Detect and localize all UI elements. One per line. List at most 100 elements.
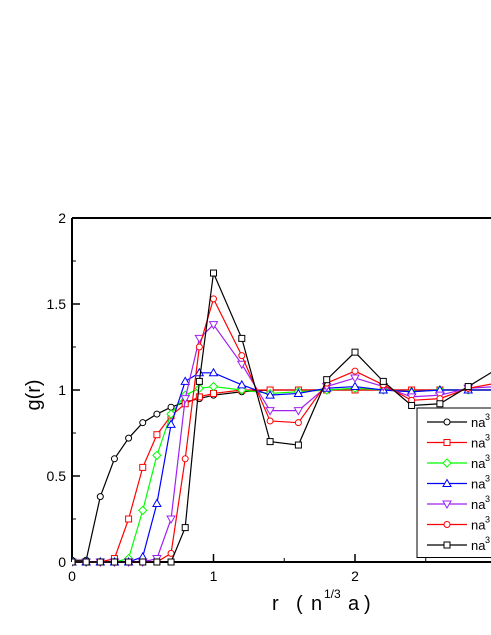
series-layer: [72, 269, 491, 568]
data-point: [238, 352, 246, 360]
x-axis-label-sup: 1/3: [324, 587, 341, 601]
legend-label: na: [471, 518, 486, 533]
legend-marker: [443, 418, 451, 426]
legend-label: na: [471, 436, 486, 451]
data-point: [265, 407, 275, 416]
data-point: [408, 401, 416, 409]
data-point: [350, 374, 360, 383]
data-point: [167, 558, 175, 566]
data-point: [139, 419, 147, 427]
data-point: [265, 390, 275, 399]
data-point: [294, 419, 302, 427]
data-point: [194, 383, 205, 393]
legend-label-sup: 3: [485, 453, 490, 463]
legend-label-sup: 3: [485, 433, 490, 443]
legend-label: na: [471, 497, 486, 512]
data-point: [208, 381, 219, 392]
data-point: [152, 450, 162, 461]
legend-entry: na 3: [427, 515, 490, 533]
data-point: [138, 505, 148, 516]
data-point: [181, 524, 189, 532]
legend-box: [416, 407, 491, 558]
legend-entry: na 3: [427, 412, 490, 430]
data-point: [166, 419, 176, 428]
data-point: [195, 393, 203, 401]
data-point: [82, 558, 90, 566]
legend-entry: na 3: [427, 453, 490, 471]
data-point: [167, 403, 175, 411]
legend-entry: na 3: [427, 535, 490, 553]
data-point: [210, 295, 217, 303]
x-axis-label: r ( n 1/3 a ): [272, 587, 371, 615]
data-point: [195, 343, 203, 351]
data-point: [166, 409, 176, 419]
data-point: [464, 383, 472, 391]
data-point: [194, 367, 205, 377]
x-tick-label: 1: [210, 568, 218, 584]
x-tick-label: 0: [68, 568, 76, 584]
data-point: [152, 498, 162, 508]
legend-entry: na 3: [427, 494, 490, 512]
data-point: [208, 367, 219, 377]
data-point: [323, 376, 331, 384]
x-tick-label: 2: [351, 568, 359, 584]
data-point: [379, 377, 387, 385]
data-point: [96, 558, 104, 566]
data-point: [180, 376, 191, 385]
data-point: [110, 455, 118, 463]
data-point: [350, 381, 360, 391]
data-point: [236, 360, 247, 370]
data-point: [293, 388, 304, 397]
data-point: [180, 395, 191, 404]
y-tick-label: 1.5: [47, 296, 67, 312]
legend-marker: [443, 541, 451, 549]
legend-label-sup: 3: [485, 412, 490, 422]
x-axis-label-unit-tail: a: [348, 593, 360, 615]
data-point: [293, 407, 304, 416]
x-axis-label-unit: n: [311, 593, 322, 615]
data-point: [236, 379, 247, 389]
series-7: [72, 269, 491, 566]
x-axis-label-close: ): [364, 593, 371, 615]
data-point: [96, 493, 104, 501]
legend: na 3na 3na 3na 3na 3na 3na 3: [416, 407, 491, 558]
y-tick-label: 0: [58, 554, 66, 570]
data-point: [208, 321, 219, 330]
data-point: [139, 463, 147, 471]
data-point: [166, 515, 176, 525]
legend-label-sup: 3: [485, 515, 490, 525]
data-point: [266, 417, 274, 425]
data-point: [351, 367, 359, 375]
data-point: [181, 455, 189, 463]
data-point: [238, 334, 246, 342]
legend-label: na: [471, 456, 486, 471]
legend-entry: na 3: [427, 474, 490, 492]
data-point: [153, 558, 161, 566]
data-point: [266, 438, 274, 446]
legend-marker: [442, 500, 452, 510]
legend-label: na: [471, 538, 486, 553]
data-point: [125, 558, 133, 566]
data-point: [436, 400, 444, 408]
data-point: [210, 269, 217, 277]
data-point: [351, 348, 359, 356]
legend-label: na: [471, 415, 486, 430]
legend-marker: [443, 521, 451, 528]
legend-marker: [443, 439, 451, 446]
legend-label-sup: 3: [485, 474, 490, 484]
data-point: [210, 389, 217, 397]
legend-marker: [442, 478, 452, 487]
legend-label-sup: 3: [485, 494, 490, 504]
data-point: [153, 410, 161, 418]
data-point: [125, 434, 133, 442]
y-tick-label: 2: [58, 210, 66, 226]
x-axis-label-var: r: [272, 593, 279, 615]
legend-marker: [442, 458, 452, 468]
data-point: [294, 441, 302, 449]
data-point: [110, 558, 118, 566]
y-axis-label: g(r): [23, 379, 45, 410]
y-tick-label: 1: [58, 382, 66, 398]
legend-entry: na 3: [427, 433, 490, 451]
x-axis-label-open: (: [296, 593, 303, 615]
data-point: [139, 558, 147, 566]
